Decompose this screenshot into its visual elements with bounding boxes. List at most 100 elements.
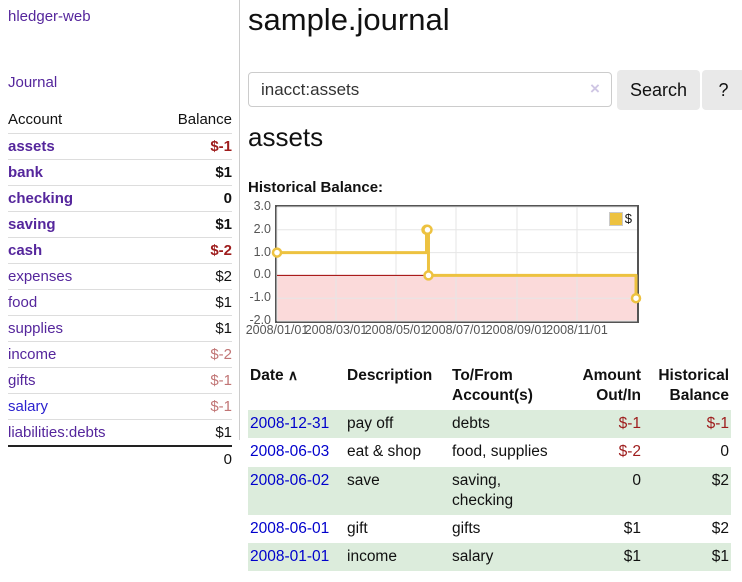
balance-chart-plot: $ 3.0 2.0 1.0 0.0 -1.0 -2.0 2008/01/01 2008/03/… — [246, 199, 642, 337]
clear-search-icon[interactable]: × — [590, 79, 600, 98]
transaction-amount: $-2 — [618, 443, 641, 461]
transaction-amount: $-1 — [618, 415, 641, 433]
sidebar: hledger-web Journal Account Balance asse… — [0, 0, 240, 472]
account-row: salary $-1 — [8, 393, 232, 420]
account-link-expenses[interactable]: expenses — [8, 268, 73, 285]
x-axis-tick-label: 2008/07/01 — [424, 323, 488, 337]
app-title-link[interactable]: hledger-web — [8, 8, 91, 25]
account-balance: $-2 — [151, 341, 232, 368]
transaction-date-link[interactable]: 2008-06-03 — [250, 443, 330, 461]
transaction-date-link[interactable]: 2008-06-01 — [250, 519, 330, 537]
transaction-description: income — [347, 547, 397, 565]
account-balance: $1 — [151, 419, 232, 446]
transaction-accounts: debts — [452, 415, 490, 433]
accounts-header-account: Account — [8, 111, 63, 128]
col-header-balance: Historical Balance — [658, 367, 729, 405]
accounts-header-row: Account Balance — [8, 108, 232, 134]
transaction-date-link[interactable]: 2008-12-31 — [250, 415, 330, 433]
legend-series-label: $ — [624, 211, 632, 226]
search-button[interactable]: Search — [617, 70, 700, 110]
col-header-description: Description — [347, 367, 433, 384]
transaction-amount: $1 — [623, 519, 641, 537]
account-balance: $1 — [151, 159, 232, 186]
x-axis-tick-label: 2008/11/01 — [546, 323, 608, 337]
transaction-accounts: food, supplies — [452, 443, 548, 461]
transaction-description: save — [347, 471, 380, 489]
transaction-amount: $1 — [623, 547, 641, 565]
account-row: bank $1 — [8, 159, 232, 186]
transaction-description: gift — [347, 519, 368, 537]
transaction-balance: $1 — [711, 547, 729, 565]
historical-balance-label: Historical Balance: — [248, 179, 384, 196]
transaction-accounts: salary — [452, 547, 494, 565]
y-axis-tick-label: 0.0 — [253, 267, 271, 282]
account-link-saving[interactable]: saving — [8, 216, 56, 233]
account-row: cash $-2 — [8, 237, 232, 264]
account-heading: assets — [248, 122, 324, 152]
sidebar-item-journal[interactable]: Journal — [8, 74, 58, 91]
col-header-to-from: To/From Account(s) — [452, 367, 533, 405]
transactions-header-row: Date ∧ Description To/From Account(s) Am… — [248, 364, 731, 410]
search-form: × Search ? — [248, 70, 742, 110]
accounts-table: Account Balance assets $-1 bank $1 check… — [8, 108, 232, 472]
account-row: checking 0 — [8, 185, 232, 212]
search-input[interactable] — [248, 72, 612, 107]
transaction-row: 2008-06-02 save saving, checking 0 $2 — [248, 466, 731, 515]
account-row: income $-2 — [8, 341, 232, 368]
transaction-row: 2008-06-01 gift gifts $1 $2 — [248, 515, 731, 543]
account-link-gifts[interactable]: gifts — [8, 372, 36, 389]
account-link-income[interactable]: income — [8, 346, 57, 363]
accounts-total-row: 0 — [8, 445, 232, 472]
transaction-balance: $-1 — [706, 415, 729, 433]
account-link-bank[interactable]: bank — [8, 164, 44, 181]
y-axis-tick-label: -2.0 — [249, 313, 271, 327]
transactions-table: Date ∧ Description To/From Account(s) Am… — [248, 364, 731, 572]
account-link-supplies[interactable]: supplies — [8, 320, 64, 337]
accounts-total-value: 0 — [151, 445, 232, 472]
transaction-balance: 0 — [720, 443, 729, 461]
account-link-food[interactable]: food — [8, 294, 38, 311]
account-balance: $-1 — [151, 393, 232, 420]
account-row: expenses $2 — [8, 263, 232, 290]
account-balance: $-2 — [151, 237, 232, 264]
main-content: sample.journal × Search ? assets Histori… — [246, 0, 742, 572]
y-axis-tick-label: -1.0 — [249, 290, 271, 305]
account-balance: $1 — [151, 289, 232, 316]
account-link-salary[interactable]: salary — [8, 398, 49, 415]
y-axis-tick-label: 1.0 — [253, 244, 271, 259]
transaction-description: eat & shop — [347, 443, 422, 461]
account-row: supplies $1 — [8, 315, 232, 342]
transaction-balance: $2 — [711, 519, 729, 537]
account-link-checking[interactable]: checking — [8, 190, 74, 207]
page-title: sample.journal — [248, 2, 450, 37]
accounts-header-balance: Balance — [177, 111, 232, 128]
col-header-date[interactable]: Date ∧ — [250, 367, 299, 384]
series-swatch-icon — [608, 211, 623, 226]
account-link-assets[interactable]: assets — [8, 138, 55, 155]
y-axis-tick-label: 3.0 — [253, 199, 271, 213]
x-axis-tick-label: 2008/03/01 — [304, 323, 368, 337]
account-balance: $-1 — [151, 367, 232, 394]
transaction-date-link[interactable]: 2008-06-02 — [250, 471, 330, 489]
transaction-balance: $2 — [711, 471, 729, 489]
account-balance: $1 — [151, 211, 232, 238]
transaction-date-link[interactable]: 2008-01-01 — [250, 547, 330, 565]
account-link-cash[interactable]: cash — [8, 242, 43, 259]
transaction-accounts: saving, checking — [452, 471, 514, 509]
help-button[interactable]: ? — [702, 70, 742, 110]
account-balance: $-1 — [151, 133, 232, 160]
account-balance: $2 — [151, 263, 232, 290]
y-axis-tick-label: 2.0 — [253, 221, 271, 236]
x-axis-tick-label: 2008/01/01 — [245, 323, 309, 337]
account-link-liabilities-debts[interactable]: liabilities:debts — [8, 424, 106, 441]
account-row: saving $1 — [8, 211, 232, 238]
transaction-row: 2008-12-31 pay off debts $-1 $-1 — [248, 410, 731, 439]
transaction-row: 2008-06-03 eat & shop food, supplies $-2… — [248, 438, 731, 466]
account-row: food $1 — [8, 289, 232, 316]
account-row: gifts $-1 — [8, 367, 232, 394]
account-balance: 0 — [151, 185, 232, 212]
col-header-amount: Amount Out/In — [582, 367, 641, 405]
chart-legend: $ — [608, 211, 632, 226]
transaction-amount: 0 — [632, 471, 641, 489]
transaction-description: pay off — [347, 415, 394, 433]
